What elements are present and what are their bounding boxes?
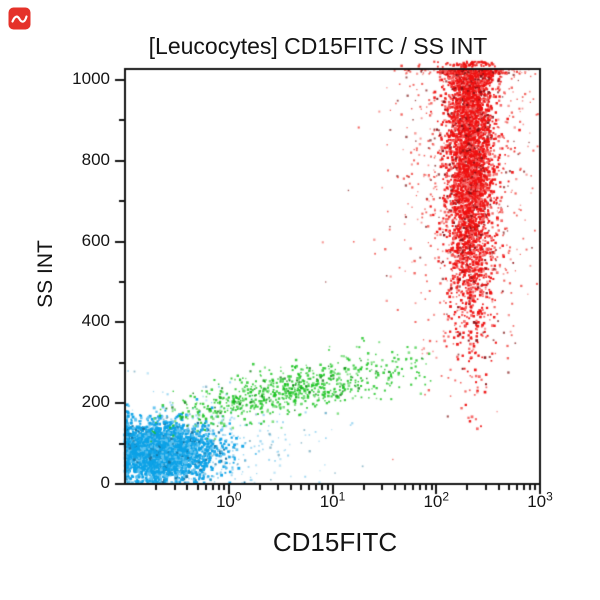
wave-icon (11, 15, 28, 23)
x-tick-label: 100 (215, 489, 242, 511)
y-tick-label: 200 (81, 392, 110, 412)
chart-title: [Leucocytes] CD15FITC / SS INT (148, 33, 488, 59)
x-axis-label: CD15FITC (272, 527, 398, 557)
y-tick-label: 400 (81, 311, 110, 331)
x-tick-label: 102 (423, 489, 450, 511)
x-tick-label: 101 (319, 489, 346, 511)
y-axis-label: SS INT (34, 240, 57, 308)
y-tick-label: 600 (81, 230, 110, 250)
x-tick-label: 103 (527, 489, 553, 511)
y-tick-label: 800 (81, 149, 110, 169)
y-tick-label: 0 (100, 473, 110, 492)
y-tick-label: 1000 (72, 69, 110, 88)
flow-data-icon[interactable] (8, 7, 31, 30)
